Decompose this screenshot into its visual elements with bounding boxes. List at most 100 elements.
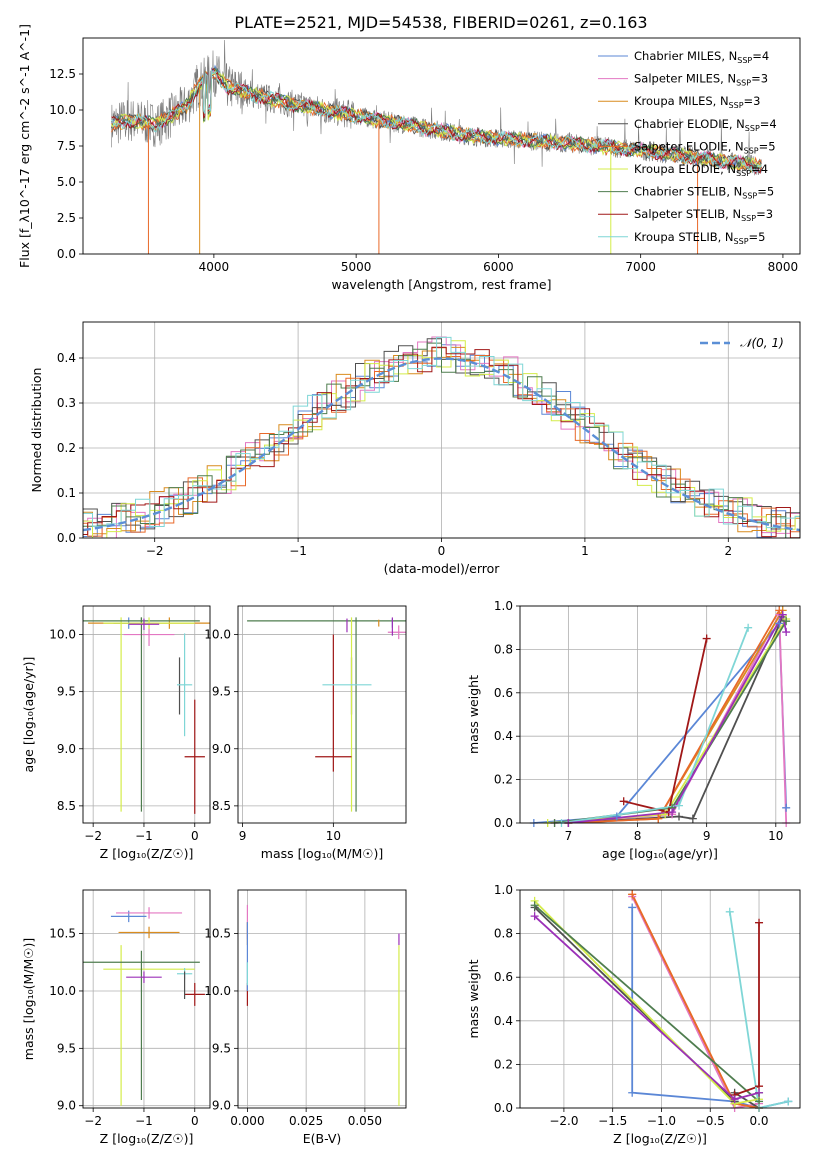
x-tick-label: 0.000: [230, 1114, 264, 1128]
weight-point-marker: [725, 907, 734, 916]
weight-point-marker: [782, 617, 791, 626]
weight-line-salpeter-stelib: [734, 922, 760, 1096]
weight-line-salpeter-miles: [554, 611, 788, 823]
y-tick-label: 0.4: [494, 729, 513, 743]
weight-point-marker: [702, 634, 711, 643]
weight-point-marker: [628, 903, 637, 912]
y-tick-label: 10.0: [49, 628, 76, 642]
weight-point-marker: [688, 814, 697, 823]
axes-frame: [82, 37, 801, 255]
weight-point-marker: [782, 803, 791, 812]
legend-label: Kroupa MILES, NSSP=3: [634, 94, 760, 110]
panel-age_Z: −2 −1 0 8.5 9.0 9.5 10.0 Z [log₁₀(Z/Z☉)] age [lo…: [21, 605, 211, 861]
y-axis-label: Normed distribution: [29, 368, 44, 493]
x-tick-label: −2: [146, 544, 164, 558]
y-tick-label: 0.6: [494, 686, 513, 700]
y-tick-label: 0.6: [494, 970, 513, 984]
y-tick-label: 10.0: [204, 628, 231, 642]
y-tick-label: 8.5: [212, 799, 231, 813]
weight-point-marker: [675, 812, 684, 821]
x-tick-label: 4000: [199, 260, 230, 274]
x-tick-label: −1.0: [647, 1114, 676, 1128]
y-tick-label: 0.4: [57, 351, 76, 365]
legend-label: Kroupa ELODIE, NSSP=4: [634, 162, 768, 178]
plot-area: [83, 907, 205, 1106]
figure-title: PLATE=2521, MJD=54538, FIBERID=0261, z=0…: [234, 13, 647, 32]
y-tick-label: 1.0: [494, 599, 513, 613]
x-tick-label: −1: [135, 1114, 153, 1128]
weight-point-marker: [530, 901, 539, 910]
weight-point-marker: [628, 890, 637, 899]
x-tick-label: 1: [581, 544, 589, 558]
x-tick-label: −1: [289, 544, 307, 558]
legend-label: Chabrier ELODIE, NSSP=4: [634, 117, 777, 133]
y-tick-label: 10.5: [49, 927, 76, 941]
x-tick-label: −1.5: [598, 1114, 627, 1128]
weight-point-marker: [619, 797, 628, 806]
y-tick-label: 0.8: [494, 927, 513, 941]
y-tick-label: 0.2: [494, 773, 513, 787]
weight-point-marker: [775, 606, 784, 615]
y-tick-label: 0.2: [494, 1057, 513, 1071]
weight-line-kroupa-miles: [568, 609, 784, 823]
y-tick-label: 1.0: [494, 883, 513, 897]
weight-point-marker: [755, 1088, 764, 1097]
plot-area: [246, 904, 400, 1106]
y-tick-label: 9.5: [212, 685, 231, 699]
x-tick-label: −2.0: [549, 1114, 578, 1128]
x-tick-label: 7000: [625, 260, 656, 274]
weight-line-purple: [568, 612, 788, 823]
residual-legend: 𝒩(0, 1): [700, 336, 784, 350]
plot-area: [83, 336, 800, 538]
plot-area: [83, 617, 210, 814]
histogram-kroupa-elodie: [83, 340, 800, 538]
panel-mass_Z: −2 −1 0 9.0 9.5 10.0 10.5 Z [log₁₀(Z/Z☉)] mass […: [21, 889, 211, 1146]
y-axis-label: mass weight: [466, 959, 481, 1038]
y-tick-label: 9.5: [57, 685, 76, 699]
x-tick-label: 0.0: [749, 1114, 768, 1128]
legend-label: Salpeter MILES, NSSP=3: [634, 72, 768, 88]
weight-point-marker: [782, 628, 791, 637]
y-tick-label: 2.5: [57, 211, 76, 225]
legend-label: Salpeter ELODIE, NSSP=5: [634, 139, 776, 155]
weight-point-marker: [628, 1088, 637, 1097]
y-axis-label: mass [log₁₀(M/M☉)]: [21, 938, 36, 1060]
panel-weight_age: 7 8 9 10 0.0 0.2 0.4 0.6 0.8 1.0 age [log₁₀(age/yr…: [466, 599, 801, 861]
x-tick-label: 0.050: [348, 1114, 382, 1128]
x-tick-label: 10: [768, 829, 783, 843]
x-tick-label: 0: [191, 1114, 199, 1128]
legend-label: 𝒩(0, 1): [740, 336, 784, 350]
weight-point-marker: [755, 918, 764, 927]
x-tick-label: 0: [438, 544, 446, 558]
y-tick-label: 0.3: [57, 396, 76, 410]
y-tick-label: 9.0: [212, 742, 231, 756]
gaussian-curve: [83, 357, 800, 532]
y-tick-label: 9.0: [57, 1099, 76, 1113]
y-tick-label: 0.4: [494, 1014, 513, 1028]
y-tick-label: 0.0: [57, 531, 76, 545]
x-axis-label: Z [log₁₀(Z/Z☉)]: [100, 846, 194, 861]
spectrum-legend: Chabrier MILES, NSSP=4 Salpeter MILES, NS…: [598, 49, 777, 246]
x-tick-label: 9: [239, 829, 247, 843]
x-axis-label: Z [log₁₀(Z/Z☉)]: [613, 1131, 707, 1146]
x-tick-label: 8: [634, 829, 642, 843]
weight-point-marker: [675, 801, 684, 810]
model-spectrum-kroupa-stelib: [111, 69, 762, 174]
axes-frame: [82, 605, 211, 824]
x-tick-label: 9: [703, 829, 711, 843]
x-tick-label: 0.025: [289, 1114, 323, 1128]
y-tick-label: 0.2: [57, 441, 76, 455]
weight-line-chabrier-elodie: [533, 906, 760, 1108]
y-tick-label: 10.0: [204, 984, 231, 998]
axes-frame: [519, 889, 801, 1109]
panel-weight_Z: −2.0 −1.5 −1.0 −0.5 0.0 0.0 0.2 0.4 0.6 0.8 1.0 Z […: [466, 883, 801, 1146]
y-tick-label: 0.8: [494, 642, 513, 656]
x-tick-label: 2: [724, 544, 732, 558]
histogram-kroupa-stelib: [83, 336, 800, 529]
y-tick-label: 0.0: [494, 1101, 513, 1115]
histogram-salpeter-stelib: [83, 346, 800, 538]
weight-point-marker: [668, 808, 677, 817]
weight-line-salpeter-elodie: [631, 894, 760, 1108]
weight-line-kroupa-miles: [631, 894, 760, 1108]
